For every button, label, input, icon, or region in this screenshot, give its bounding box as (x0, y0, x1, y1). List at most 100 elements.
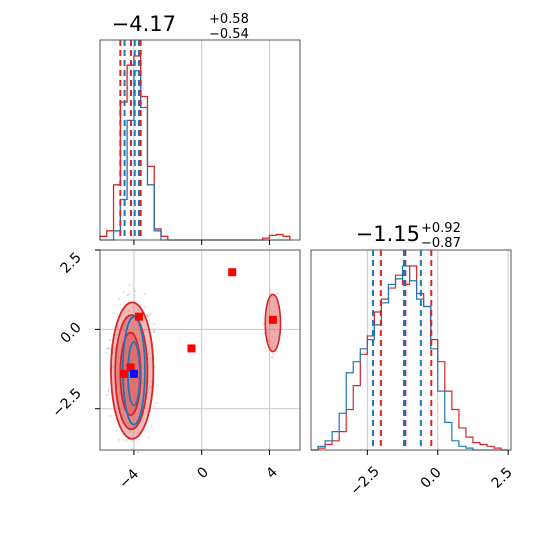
scatter-point (112, 351, 115, 354)
scatter-point (136, 441, 139, 444)
scatter-point (115, 429, 118, 432)
x-tick-label: 2.5 (489, 465, 516, 492)
scatter-point (131, 447, 134, 450)
joint-x-tick-labels: −4 0 4 (116, 464, 281, 492)
title-2-minus: −0.87 (421, 236, 461, 251)
scatter-point (133, 294, 136, 297)
scatter-point (122, 291, 125, 294)
scatter-point (147, 353, 150, 356)
scatter-point (111, 365, 114, 368)
x-tick-label: 4 (263, 464, 281, 482)
scatter-point (269, 288, 272, 291)
red-marker (126, 363, 135, 372)
scatter-point (127, 309, 130, 312)
red-histogram (311, 265, 509, 451)
scatter-point (146, 316, 149, 319)
scatter-point (132, 440, 135, 443)
panel-frame (99, 249, 301, 451)
marginal-panel-1 (99, 39, 301, 245)
scatter-point (109, 414, 112, 417)
title-1-minus: −0.54 (209, 27, 249, 42)
panel-frame (99, 39, 301, 241)
scatter-point (106, 347, 109, 350)
red-marker (268, 315, 277, 324)
scatter-point (107, 388, 110, 391)
scatter-point (106, 393, 109, 396)
scatter-point (146, 314, 149, 317)
scatter-point (134, 290, 137, 293)
scatter-point (149, 312, 152, 315)
scatter-point (143, 293, 146, 296)
scatter-point (128, 293, 131, 296)
scatter-point (153, 323, 156, 326)
red-marker (228, 268, 237, 277)
title-2-plus: +0.92 (421, 221, 461, 236)
blue-marker (129, 369, 138, 378)
y-tick-label: 2.5 (58, 250, 85, 277)
scatter-point (146, 315, 149, 318)
joint-panel (95, 249, 301, 455)
scatter-point (113, 347, 116, 350)
scatter-point (147, 419, 150, 422)
scatter-point (143, 329, 146, 332)
scatter-point (132, 287, 135, 290)
title-1-value: −4.17 (112, 12, 176, 36)
scatter-point (150, 425, 153, 428)
scatter-point (155, 401, 158, 404)
scatter-point (272, 353, 275, 356)
red-marker (119, 369, 128, 378)
scatter-point (128, 284, 131, 287)
blue-histogram (100, 70, 290, 241)
title-param-2: −1.15 +0.92 −0.87 (356, 221, 461, 251)
x-tick-label: 0 (194, 464, 212, 482)
scatter-point (147, 436, 150, 439)
scatter-point (153, 329, 156, 332)
panel-frame (310, 249, 512, 451)
scatter-point (269, 292, 272, 295)
scatter-point (149, 385, 152, 388)
title-param-1: −4.17 +0.58 −0.54 (112, 12, 249, 42)
scatter-point (109, 346, 112, 349)
scatter-point (152, 330, 155, 333)
scatter-point (115, 333, 118, 336)
y-tick-label: 0.0 (58, 320, 85, 347)
blue-contour (127, 341, 141, 407)
scatter-point (152, 341, 155, 344)
joint-y-tick-labels: 2.5 0.0 −2.5 (49, 250, 84, 421)
scatter-point (122, 438, 125, 441)
red-marker (187, 344, 196, 353)
marginal-2-x-tick-labels: −2.5 0.0 2.5 (347, 463, 515, 498)
scatter-point (262, 322, 265, 325)
scatter-point (129, 430, 132, 433)
blue-histogram (311, 265, 509, 451)
scatter-point (144, 306, 147, 309)
scatter-point (108, 339, 111, 342)
scatter-point (147, 314, 150, 317)
scatter-point (271, 356, 274, 359)
scatter-point (107, 347, 110, 350)
scatter-point (153, 331, 156, 334)
x-tick-label: 0.0 (418, 465, 445, 492)
scatter-point (117, 297, 120, 300)
scatter-point (112, 312, 115, 315)
scatter-point (154, 365, 157, 368)
title-1-plus: +0.58 (209, 12, 249, 27)
scatter-point (137, 451, 140, 454)
scatter-point (105, 351, 108, 354)
marginal-panel-2 (310, 249, 512, 455)
scatter-point (130, 439, 133, 442)
scatter-point (106, 390, 109, 393)
scatter-point (118, 438, 121, 441)
scatter-point (276, 292, 279, 295)
red-histogram (99, 55, 291, 241)
y-tick-label: −2.5 (49, 385, 84, 420)
title-2-value: −1.15 (356, 222, 420, 246)
scatter-point (137, 309, 140, 312)
scatter-point (114, 338, 117, 341)
scatter-point (114, 346, 117, 349)
scatter-point (264, 347, 267, 350)
x-tick-label: −4 (116, 466, 142, 492)
scatter-point (125, 440, 128, 443)
